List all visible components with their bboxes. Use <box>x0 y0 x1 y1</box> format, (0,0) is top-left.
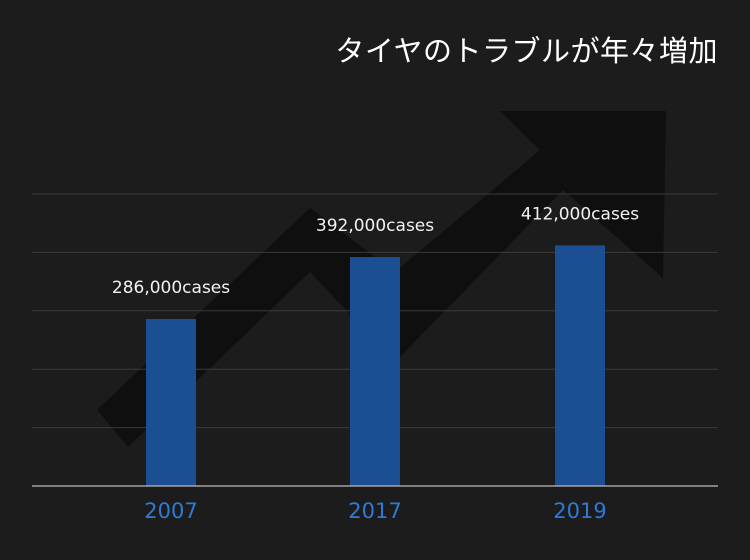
data-label-2017: 392,000cases <box>316 216 434 236</box>
bar-2017 <box>350 257 400 486</box>
bars <box>146 245 605 486</box>
data-label-2019: 412,000cases <box>521 204 639 224</box>
tick-labels: 2007 2017 2019 <box>144 499 606 523</box>
bar-2019 <box>555 245 605 486</box>
chart-title: タイヤのトラブルが年々増加 <box>335 34 718 68</box>
x-tick-label-2017: 2017 <box>348 499 401 523</box>
data-label-2007: 286,000cases <box>112 278 230 298</box>
bar-2007 <box>146 318 196 486</box>
data-labels: 286,000cases 392,000cases 412,000cases <box>112 204 639 298</box>
x-tick-label-2007: 2007 <box>144 499 197 523</box>
x-tick-label-2019: 2019 <box>553 499 606 523</box>
